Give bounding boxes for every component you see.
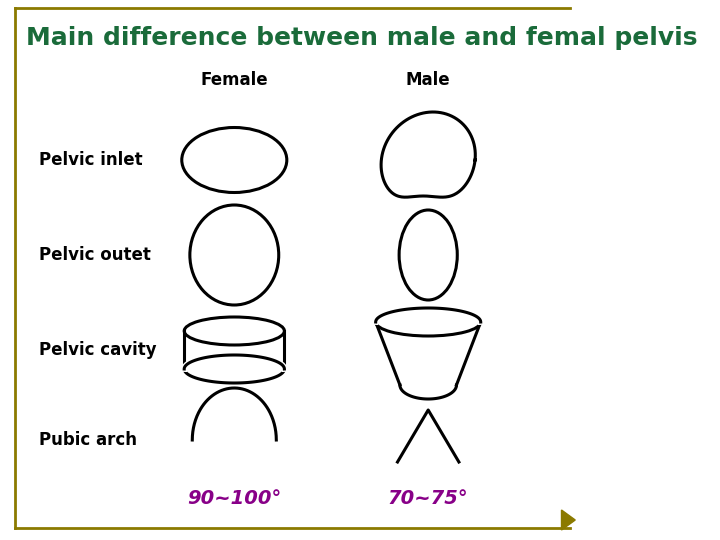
Text: Pubic arch: Pubic arch — [39, 431, 137, 449]
Text: 70~75°: 70~75° — [388, 489, 469, 508]
Polygon shape — [562, 510, 575, 530]
Text: Pelvic inlet: Pelvic inlet — [39, 151, 143, 169]
Text: 90~100°: 90~100° — [187, 489, 282, 508]
Text: Pelvic outet: Pelvic outet — [39, 246, 150, 264]
Text: Main difference between male and femal pelvis: Main difference between male and femal p… — [26, 26, 698, 50]
Text: Female: Female — [200, 71, 268, 89]
Text: Male: Male — [406, 71, 451, 89]
Text: Pelvic cavity: Pelvic cavity — [39, 341, 156, 359]
